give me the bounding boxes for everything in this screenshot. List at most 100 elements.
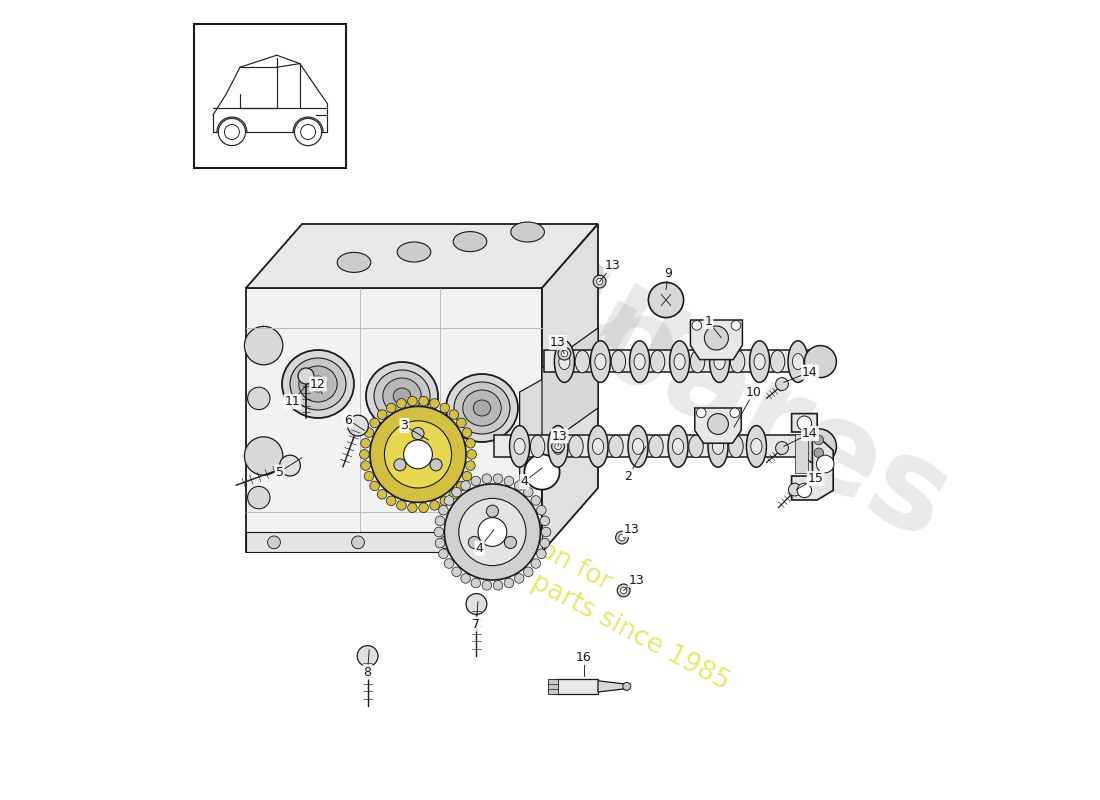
Circle shape (558, 347, 571, 360)
Text: Spares: Spares (484, 233, 968, 567)
Ellipse shape (454, 382, 510, 434)
Circle shape (352, 536, 364, 549)
Ellipse shape (452, 567, 461, 577)
Circle shape (525, 454, 560, 490)
Ellipse shape (569, 435, 583, 458)
Circle shape (224, 125, 240, 139)
Circle shape (776, 378, 789, 390)
Ellipse shape (465, 461, 475, 470)
Circle shape (593, 275, 606, 288)
Ellipse shape (444, 496, 454, 506)
Circle shape (623, 682, 630, 690)
Ellipse shape (463, 390, 502, 426)
Ellipse shape (729, 435, 744, 458)
Ellipse shape (466, 450, 476, 459)
Text: 8: 8 (364, 666, 372, 678)
Ellipse shape (548, 426, 568, 467)
Circle shape (348, 415, 369, 436)
Ellipse shape (439, 549, 448, 558)
Ellipse shape (462, 471, 472, 481)
Ellipse shape (608, 435, 624, 458)
Circle shape (707, 414, 728, 434)
Ellipse shape (377, 410, 387, 419)
Ellipse shape (540, 538, 550, 548)
Polygon shape (691, 320, 742, 359)
Polygon shape (598, 681, 625, 692)
Ellipse shape (531, 558, 540, 568)
Polygon shape (792, 414, 833, 500)
Ellipse shape (383, 378, 421, 414)
Circle shape (692, 321, 702, 330)
Ellipse shape (364, 428, 374, 438)
Ellipse shape (515, 574, 524, 583)
Ellipse shape (456, 418, 466, 428)
Text: 2: 2 (625, 470, 632, 482)
Ellipse shape (366, 362, 438, 430)
Polygon shape (494, 435, 822, 457)
Bar (795, 434, 807, 473)
Ellipse shape (446, 374, 518, 442)
Ellipse shape (672, 438, 683, 454)
Text: parts since 1985: parts since 1985 (527, 569, 734, 695)
Ellipse shape (338, 253, 371, 272)
Ellipse shape (430, 398, 439, 408)
Ellipse shape (537, 506, 547, 515)
Bar (549, 679, 558, 694)
Bar (194, 24, 346, 168)
Ellipse shape (531, 496, 540, 506)
Ellipse shape (515, 481, 524, 490)
Ellipse shape (473, 400, 491, 416)
Text: 6: 6 (344, 414, 352, 426)
Ellipse shape (461, 481, 471, 490)
Ellipse shape (370, 481, 379, 490)
Ellipse shape (689, 435, 703, 458)
Ellipse shape (482, 581, 492, 590)
Circle shape (561, 350, 568, 357)
Ellipse shape (282, 350, 354, 418)
Text: 1: 1 (704, 315, 713, 328)
Circle shape (444, 484, 540, 580)
Ellipse shape (309, 376, 327, 392)
Ellipse shape (471, 578, 481, 588)
Ellipse shape (588, 426, 608, 467)
Text: eur: eur (465, 195, 730, 413)
Ellipse shape (449, 410, 459, 419)
Circle shape (648, 282, 683, 318)
Ellipse shape (452, 487, 461, 497)
Circle shape (696, 408, 706, 418)
Ellipse shape (364, 471, 374, 481)
Ellipse shape (634, 354, 646, 370)
Circle shape (469, 536, 481, 549)
Ellipse shape (290, 358, 346, 410)
Ellipse shape (650, 350, 664, 373)
Ellipse shape (397, 398, 406, 408)
Ellipse shape (386, 496, 396, 506)
Text: 13: 13 (552, 430, 568, 442)
Circle shape (244, 437, 283, 475)
Ellipse shape (514, 438, 525, 454)
Circle shape (248, 387, 270, 410)
Ellipse shape (552, 438, 563, 454)
Ellipse shape (691, 350, 705, 373)
Ellipse shape (524, 487, 534, 497)
Polygon shape (246, 288, 542, 552)
Text: 3: 3 (400, 419, 408, 432)
Ellipse shape (792, 354, 804, 370)
Ellipse shape (408, 503, 417, 513)
Circle shape (486, 505, 498, 518)
Text: 13: 13 (605, 259, 620, 272)
Circle shape (814, 435, 824, 445)
Ellipse shape (377, 490, 387, 499)
Ellipse shape (708, 426, 728, 467)
Ellipse shape (361, 438, 371, 448)
Polygon shape (519, 376, 549, 480)
Text: 7: 7 (472, 618, 481, 630)
Circle shape (801, 429, 836, 464)
Text: 11: 11 (285, 395, 300, 408)
Circle shape (732, 321, 740, 330)
Text: 4: 4 (475, 542, 484, 554)
Ellipse shape (449, 490, 459, 499)
Circle shape (430, 458, 442, 471)
Text: 9: 9 (664, 267, 672, 280)
Ellipse shape (629, 341, 650, 382)
